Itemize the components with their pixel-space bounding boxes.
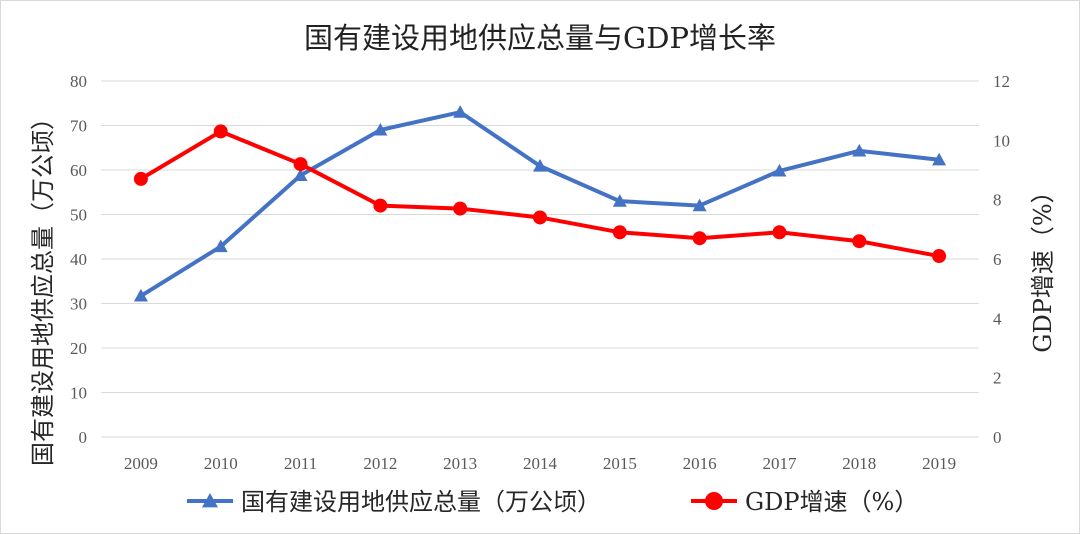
data-point [852, 143, 867, 157]
left-tick-label: 70 [70, 117, 87, 136]
left-axis-label: 国有建设用地供应总量（万公顷） [29, 106, 57, 466]
x-tick-label: 2013 [443, 454, 477, 473]
legend-marker [705, 492, 723, 510]
data-point [373, 122, 388, 136]
series-line [139, 129, 940, 258]
data-point [852, 234, 867, 249]
data-point [772, 225, 787, 240]
legend-item-2: GDP增速（%） [691, 488, 918, 516]
right-tick-label: 4 [993, 309, 1002, 328]
series-1 [133, 105, 947, 302]
data-point [133, 288, 148, 302]
data-point [293, 168, 308, 181]
x-tick-label: 2009 [124, 454, 158, 473]
left-tick-label: 60 [70, 161, 87, 180]
right-tick-label: 6 [993, 250, 1002, 269]
left-tick-label: 20 [70, 339, 87, 358]
legend-marker [202, 493, 218, 508]
x-tick-label: 2019 [922, 454, 956, 473]
data-point [453, 201, 468, 216]
right-tick-label: 2 [993, 369, 1002, 388]
x-tick-label: 2010 [204, 454, 238, 473]
right-axis-ticks: 0 2 4 6 8 10 12 [993, 72, 1010, 447]
right-axis-label: GDP增速（%） [1029, 179, 1057, 352]
left-tick-label: 10 [70, 384, 87, 403]
series-2 [133, 124, 947, 264]
right-tick-label: 8 [993, 191, 1002, 210]
x-tick-label: 2014 [523, 454, 558, 473]
chart-title: 国有建设用地供应总量与GDP增长率 [304, 21, 776, 55]
x-tick-label: 2012 [363, 454, 397, 473]
data-point [692, 198, 707, 212]
data-point [612, 194, 627, 207]
data-point [533, 210, 547, 225]
left-tick-label: 0 [79, 428, 88, 447]
data-point [772, 163, 787, 177]
left-tick-label: 40 [70, 250, 87, 269]
left-axis-ticks: 0 10 20 30 40 50 60 70 80 [70, 72, 87, 447]
series-line [139, 110, 940, 298]
x-tick-label: 2015 [603, 454, 637, 473]
left-tick-label: 80 [70, 72, 87, 91]
legend-label: GDP增速（%） [745, 488, 918, 516]
data-point [373, 198, 388, 213]
data-point [293, 157, 308, 172]
right-tick-label: 10 [993, 131, 1010, 150]
series-layer [133, 105, 947, 302]
data-point [213, 239, 228, 253]
legend: 国有建设用地供应总量（万公顷） GDP增速（%） [187, 488, 918, 516]
x-tick-label: 2016 [683, 454, 717, 473]
data-point [692, 231, 707, 246]
left-tick-label: 30 [70, 295, 87, 314]
data-point [932, 249, 947, 264]
right-tick-label: 0 [993, 428, 1002, 447]
data-point [932, 152, 947, 166]
left-tick-label: 50 [70, 206, 87, 225]
data-point [133, 171, 148, 186]
x-axis-ticks: 2009 2010 2011 2012 2013 2014 2015 2016 2017 2018… [124, 454, 956, 473]
right-tick-label: 12 [993, 72, 1010, 91]
legend-item-1: 国有建设用地供应总量（万公顷） [187, 488, 601, 516]
data-point [533, 158, 547, 172]
x-tick-label: 2017 [762, 454, 797, 473]
legend-label: 国有建设用地供应总量（万公顷） [241, 488, 601, 516]
data-point [213, 124, 228, 139]
data-point [612, 225, 627, 240]
x-tick-label: 2011 [284, 454, 317, 473]
data-point [453, 105, 468, 118]
x-tick-label: 2018 [842, 454, 876, 473]
